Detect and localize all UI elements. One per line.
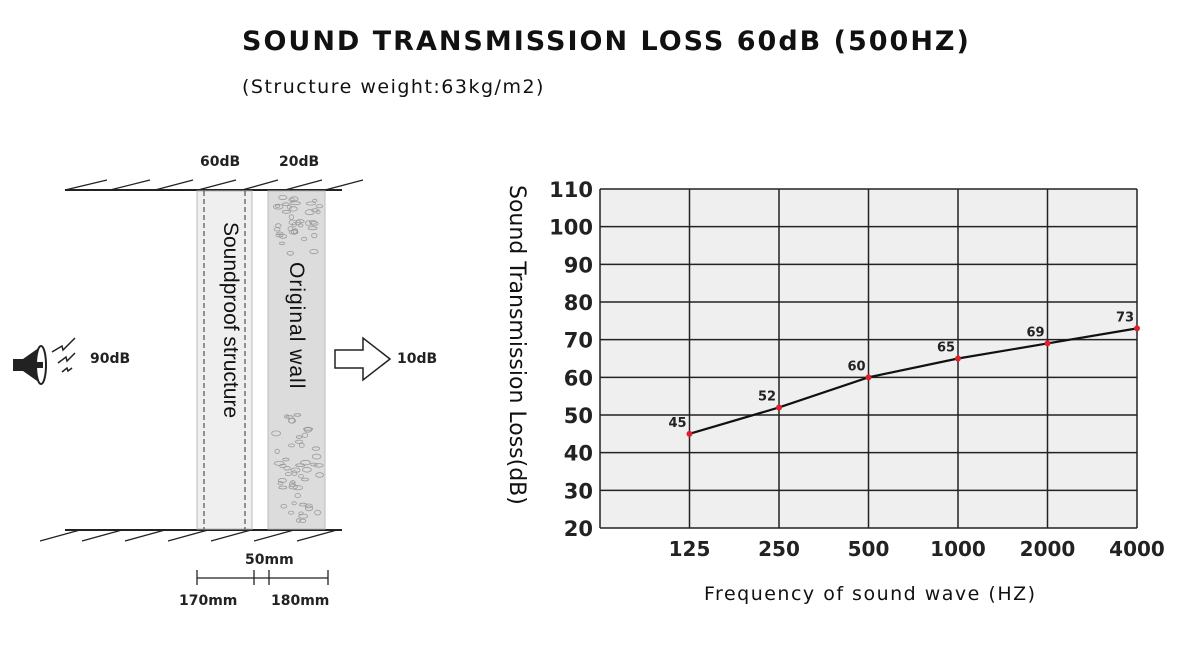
y-tick-label: 40	[564, 442, 593, 466]
wall-diagram: 60dB 20dB Soundproof structure Original …	[13, 154, 437, 609]
y-tick-label: 90	[564, 253, 593, 277]
data-label: 52	[758, 389, 776, 404]
x-tick-label: 4000	[1109, 537, 1165, 561]
x-tick-label: 2000	[1020, 537, 1076, 561]
page-subtitle: (Structure weight:63kg/m2)	[242, 76, 545, 98]
data-label: 45	[668, 416, 686, 431]
x-tick-label: 250	[758, 537, 800, 561]
y-tick-label: 20	[564, 517, 593, 541]
soundproof-structure-label: Soundproof structure	[219, 222, 242, 418]
source-level-label: 90dB	[90, 351, 130, 367]
data-points: 45 52 60 65 69 73	[668, 310, 1140, 437]
data-point	[865, 374, 872, 381]
y-tick-label: 110	[549, 178, 593, 202]
floor-hatch	[39, 529, 338, 542]
data-label: 60	[847, 359, 865, 374]
x-tick-label: 1000	[930, 537, 986, 561]
data-point	[1044, 340, 1051, 347]
data-point	[955, 355, 961, 362]
arrow-right-icon	[334, 336, 392, 382]
y-tick-label: 80	[564, 291, 593, 315]
y-axis-ticks: 20 30 40 50 60 70 80 90 100 110	[549, 178, 593, 541]
x-axis-ticks: 125 250 500 1000 2000 4000	[669, 537, 1165, 561]
gap-dimension-label: 50mm	[245, 552, 294, 568]
soundproof-db-label: 60dB	[200, 154, 240, 170]
wall-texture	[271, 194, 324, 523]
x-axis-label: Frequency of sound wave (HZ)	[704, 583, 1037, 605]
ceiling-hatch	[64, 179, 364, 191]
data-label: 65	[937, 341, 955, 356]
wall-db-label: 20dB	[279, 154, 319, 170]
dimension-line	[196, 570, 329, 585]
wall-dimension-label: 180mm	[271, 593, 329, 609]
y-tick-label: 100	[549, 216, 593, 240]
series-line	[689, 327, 1138, 435]
sound-wave-icon	[51, 337, 76, 373]
y-tick-label: 30	[564, 479, 593, 503]
page-title: SOUND TRANSMISSION LOSS 60dB (500HZ)	[242, 26, 971, 57]
data-label: 73	[1116, 310, 1134, 325]
soundproof-dimension-label: 170mm	[179, 593, 237, 609]
y-tick-label: 60	[564, 366, 593, 390]
speaker-icon	[13, 345, 47, 385]
y-tick-label: 70	[564, 329, 593, 353]
soundproof-structure	[196, 190, 253, 530]
output-level-label: 10dB	[397, 351, 437, 367]
data-point	[1134, 325, 1140, 332]
x-tick-label: 125	[669, 537, 711, 561]
data-point	[776, 404, 782, 411]
original-wall-label: Original wall	[285, 262, 308, 389]
y-tick-label: 50	[564, 404, 593, 428]
data-point	[686, 430, 693, 437]
x-tick-label: 500	[848, 537, 890, 561]
data-label: 69	[1026, 325, 1044, 340]
y-axis-label: Sound Transmission Loss(dB)	[504, 185, 529, 505]
transmission-loss-chart: 20 30 40 50 60 70 80 90 100 110 125 250 500 1000 2000…	[504, 178, 1165, 605]
